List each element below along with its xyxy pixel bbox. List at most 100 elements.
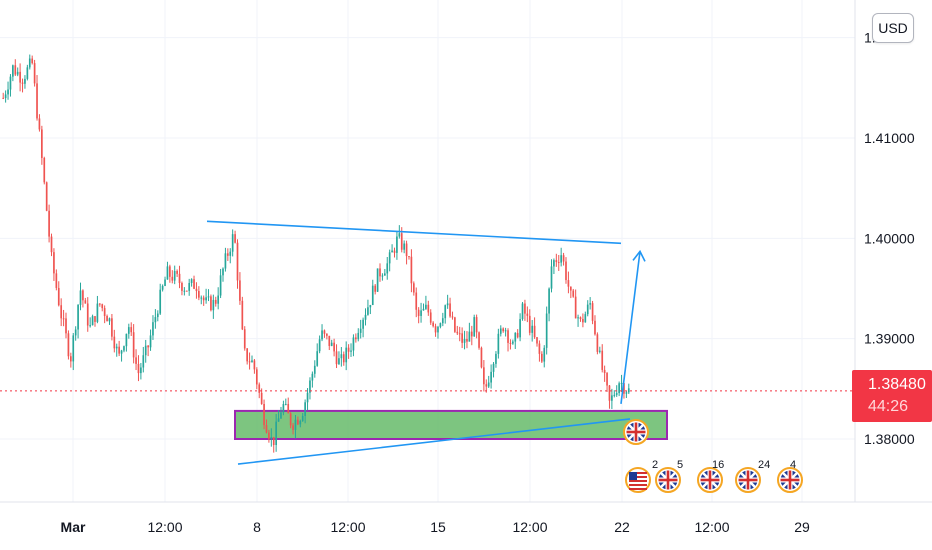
candle-body [241,300,244,330]
candle-body [449,303,451,317]
candle-body [507,330,509,343]
candle-body [499,328,502,334]
candle-body [181,283,183,291]
candle-body [253,360,256,370]
candle-body [326,333,328,336]
time-axis[interactable]: Mar 12:00 8 12:00 15 12:00 22 12:00 29 [61,519,810,535]
candle-body [562,255,565,262]
candle-body [53,252,55,274]
event-flag-count: 4 [790,459,796,471]
candle-body [569,286,572,291]
candle-body [26,67,29,79]
candle-body [516,332,519,338]
candle-body [509,342,512,344]
candle-body [178,273,181,284]
candle-body [147,345,149,348]
candle-body [615,393,618,395]
candle-body [463,338,466,343]
candle-body [422,308,425,311]
candle-body [57,287,60,306]
price-axis[interactable]: 1. 1.41000 1.40000 1.39000 1.38000 [864,30,915,447]
candle-body [265,425,268,433]
candle-body [268,432,270,439]
candle-body [468,331,471,342]
event-flag [777,467,803,493]
candle-body [557,262,560,264]
trendline-drawings[interactable] [206,220,646,465]
candle-body [2,97,5,99]
candle-body [528,315,531,333]
candle-body [156,313,159,318]
candle-body [43,157,46,183]
candle-body [106,316,108,322]
candle-body [60,305,63,319]
candle-body [594,320,596,335]
candle-body [519,319,521,338]
candle-body [347,347,350,352]
candle-body [28,58,31,68]
candle-body [185,290,188,292]
uk-flag-cross-red [708,470,712,490]
candle-body [275,421,277,446]
x-tick-label: 12:00 [330,519,365,535]
currency-button[interactable]: USD [872,13,914,43]
projection-arrow-head [632,249,646,262]
candle-body [207,296,210,298]
uk-flag-cross-red [634,422,638,442]
candle-body [512,341,514,344]
candle-body [514,332,517,342]
candle-body [470,331,473,337]
candle-body [4,94,7,99]
candle-body [229,251,232,256]
candle-body [86,303,89,326]
candle-body [130,327,133,333]
candle-body [98,303,101,305]
candle-body [137,363,140,374]
candle-body [548,288,550,314]
x-tick-label: 12:00 [694,519,729,535]
x-tick-label: Mar [61,519,86,535]
candle-body [579,317,582,320]
candle-body [328,335,331,346]
candle-body [280,412,282,419]
candle-body [31,58,34,64]
us-flag-stripe [629,472,647,474]
economic-event-flags[interactable]: 2 5 16 24 4 [623,419,803,493]
candle-body [24,78,26,84]
candle-body [292,425,294,430]
candle-body [231,234,234,252]
candle-body [526,313,529,316]
candle-body [21,82,24,84]
candle-body [398,233,401,237]
candle-body [524,303,526,314]
candle-body [118,346,120,354]
last-price-value: 1.38480 [868,376,926,393]
candle-body [236,242,239,281]
x-tick-label: 12:00 [512,519,547,535]
last-price-badge: 1.38480 44:26 [852,370,932,422]
candle-body [135,357,137,364]
y-tick-label: 1.41000 [864,130,915,146]
candle-body [212,299,215,311]
currency-label: USD [878,20,908,36]
candle-body [234,234,236,243]
candle-body [458,333,461,335]
candle-body [417,309,420,316]
event-flag-uk [623,419,649,445]
candle-body [115,346,118,349]
candle-body [441,318,444,324]
candle-body [140,367,142,374]
candle-body [412,283,415,293]
candle-body [123,346,125,351]
us-flag-canton [629,472,637,480]
candle-body [101,304,104,309]
candle-body [362,319,364,329]
candle-body [38,118,41,130]
x-tick-label: 15 [430,519,446,535]
us-flag-stripe [629,484,647,486]
candle-body [555,260,558,263]
candle-body [161,285,164,290]
candle-body [521,303,524,320]
x-tick-label: 12:00 [147,519,182,535]
